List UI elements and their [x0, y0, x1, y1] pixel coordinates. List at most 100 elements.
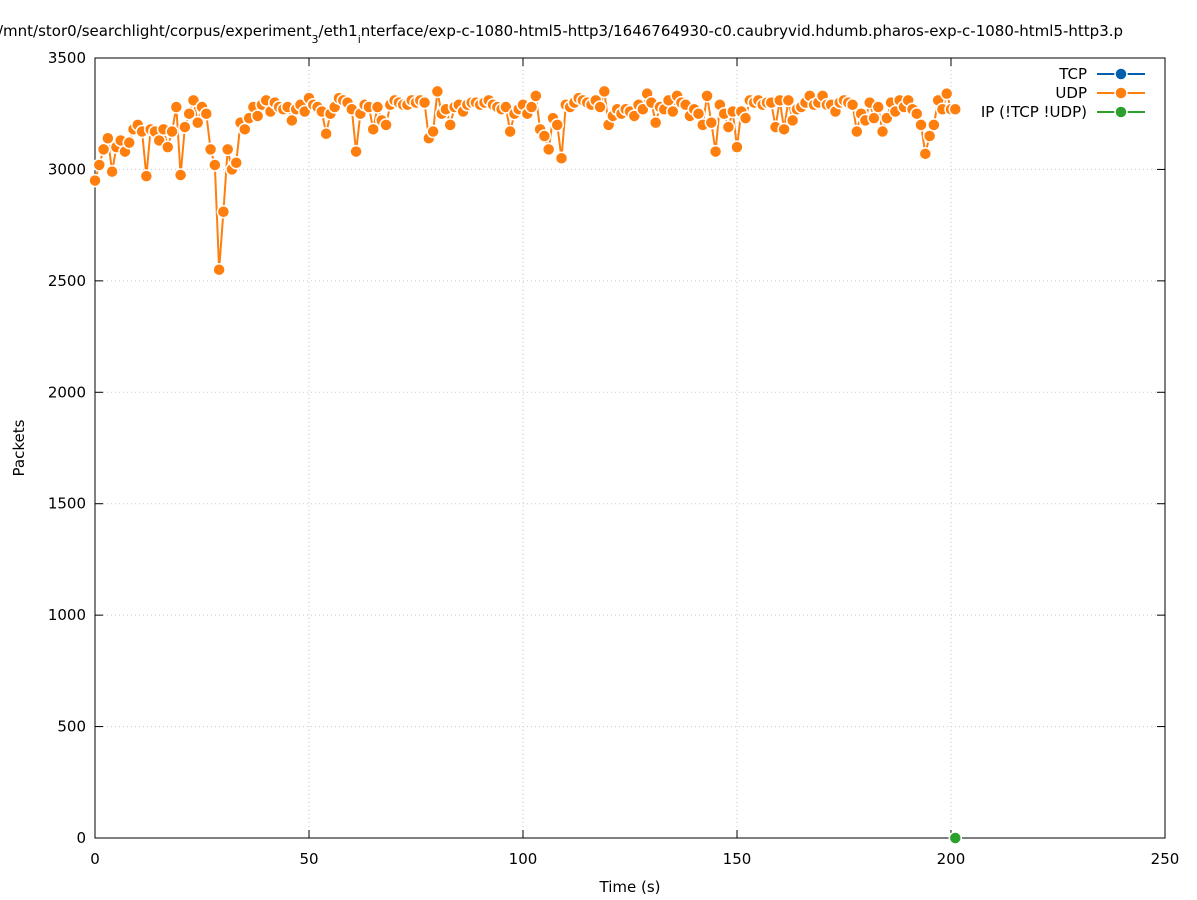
data-point [597, 84, 612, 99]
data-point [918, 147, 933, 161]
data-point [910, 106, 924, 121]
data-point [238, 122, 252, 137]
data-point [927, 118, 941, 132]
data-point [850, 124, 864, 139]
title-part: /eth1 [319, 22, 358, 40]
x-tick-label: 200 [937, 850, 966, 868]
y-tick-label: 3000 [48, 160, 86, 178]
data-point [430, 84, 445, 99]
data-point [875, 124, 890, 139]
title-part: /mnt/stor0/searchlight/corpus/experiment [0, 22, 312, 40]
data-point [524, 100, 539, 114]
y-tick-label: 2500 [48, 272, 86, 290]
data-point [550, 118, 564, 132]
data-point [443, 118, 457, 132]
series [88, 84, 963, 277]
title-part: nterface/exp-c-1080-html5-http3/16467649… [361, 22, 1123, 40]
data-point [785, 113, 800, 128]
data-point [208, 158, 222, 172]
data-point [370, 100, 385, 114]
data-point [216, 205, 231, 219]
data-point [169, 100, 184, 114]
series [948, 831, 963, 845]
data-point [554, 151, 569, 166]
legend-marker [1114, 67, 1128, 81]
x-tick-label: 0 [90, 850, 100, 868]
data-point [948, 831, 963, 845]
data-point [666, 104, 680, 119]
data-point [366, 122, 380, 137]
data-point [161, 140, 175, 154]
title-subscript: i [358, 33, 361, 46]
x-tick-label: 100 [509, 850, 538, 868]
title-subscript: 3 [312, 33, 319, 46]
chart-title: /mnt/stor0/searchlight/corpus/experiment… [0, 22, 1123, 46]
data-point [503, 124, 517, 139]
data-point [199, 106, 214, 121]
y-tick-label: 500 [57, 718, 86, 736]
x-tick-label: 250 [1151, 850, 1180, 868]
data-point [190, 115, 205, 130]
data-point [165, 124, 179, 139]
y-axis-label: Packets [10, 419, 28, 476]
data-point [922, 129, 937, 143]
data-point [139, 169, 154, 183]
data-point [704, 115, 719, 130]
data-point [777, 122, 791, 137]
x-axis-label: Time (s) [599, 878, 661, 896]
data-point [939, 86, 954, 101]
data-point [88, 173, 102, 188]
x-tick-label: 150 [723, 850, 752, 868]
plot-border [94, 57, 1166, 839]
data-point [229, 155, 243, 170]
data-point [319, 127, 333, 141]
y-tick-label: 1000 [48, 606, 86, 624]
data-point [96, 142, 111, 157]
data-point [648, 115, 663, 130]
legend-label: TCP [1058, 65, 1087, 83]
data-point [691, 106, 706, 121]
data-point [250, 109, 265, 123]
data-point [178, 120, 192, 134]
data-point [541, 142, 556, 157]
data-point [730, 140, 744, 154]
x-tick-label: 50 [299, 850, 318, 868]
y-tick-label: 0 [76, 829, 86, 847]
legend-marker [1114, 86, 1128, 100]
data-point [948, 102, 963, 117]
data-point [285, 113, 299, 128]
data-point [845, 98, 860, 112]
data-point [708, 144, 723, 159]
y-tick-label: 1500 [48, 495, 86, 513]
data-point [122, 135, 136, 150]
data-point [173, 168, 188, 182]
data-point [871, 100, 885, 114]
legend-label: IP (!TCP !UDP) [981, 103, 1087, 121]
legend-marker [1114, 105, 1128, 119]
data-point [101, 131, 115, 145]
data-point [349, 144, 363, 159]
data-point [220, 142, 235, 157]
data-point [426, 124, 440, 139]
data-point [105, 164, 119, 179]
data-point [529, 89, 543, 103]
data-point [417, 95, 432, 110]
y-tick-label: 3500 [48, 49, 86, 67]
data-point [593, 100, 607, 114]
data-point [537, 129, 552, 143]
data-point [781, 93, 796, 108]
data-point [914, 118, 928, 132]
y-tick-label: 2000 [48, 383, 86, 401]
data-point [867, 111, 881, 125]
data-point [182, 106, 196, 121]
data-point [203, 142, 218, 157]
data-point [738, 111, 753, 125]
legend-label: UDP [1055, 84, 1087, 102]
data-point [92, 158, 107, 172]
data-point [379, 118, 393, 132]
data-point [212, 262, 226, 277]
data-point [721, 120, 736, 134]
data-point [700, 89, 714, 103]
